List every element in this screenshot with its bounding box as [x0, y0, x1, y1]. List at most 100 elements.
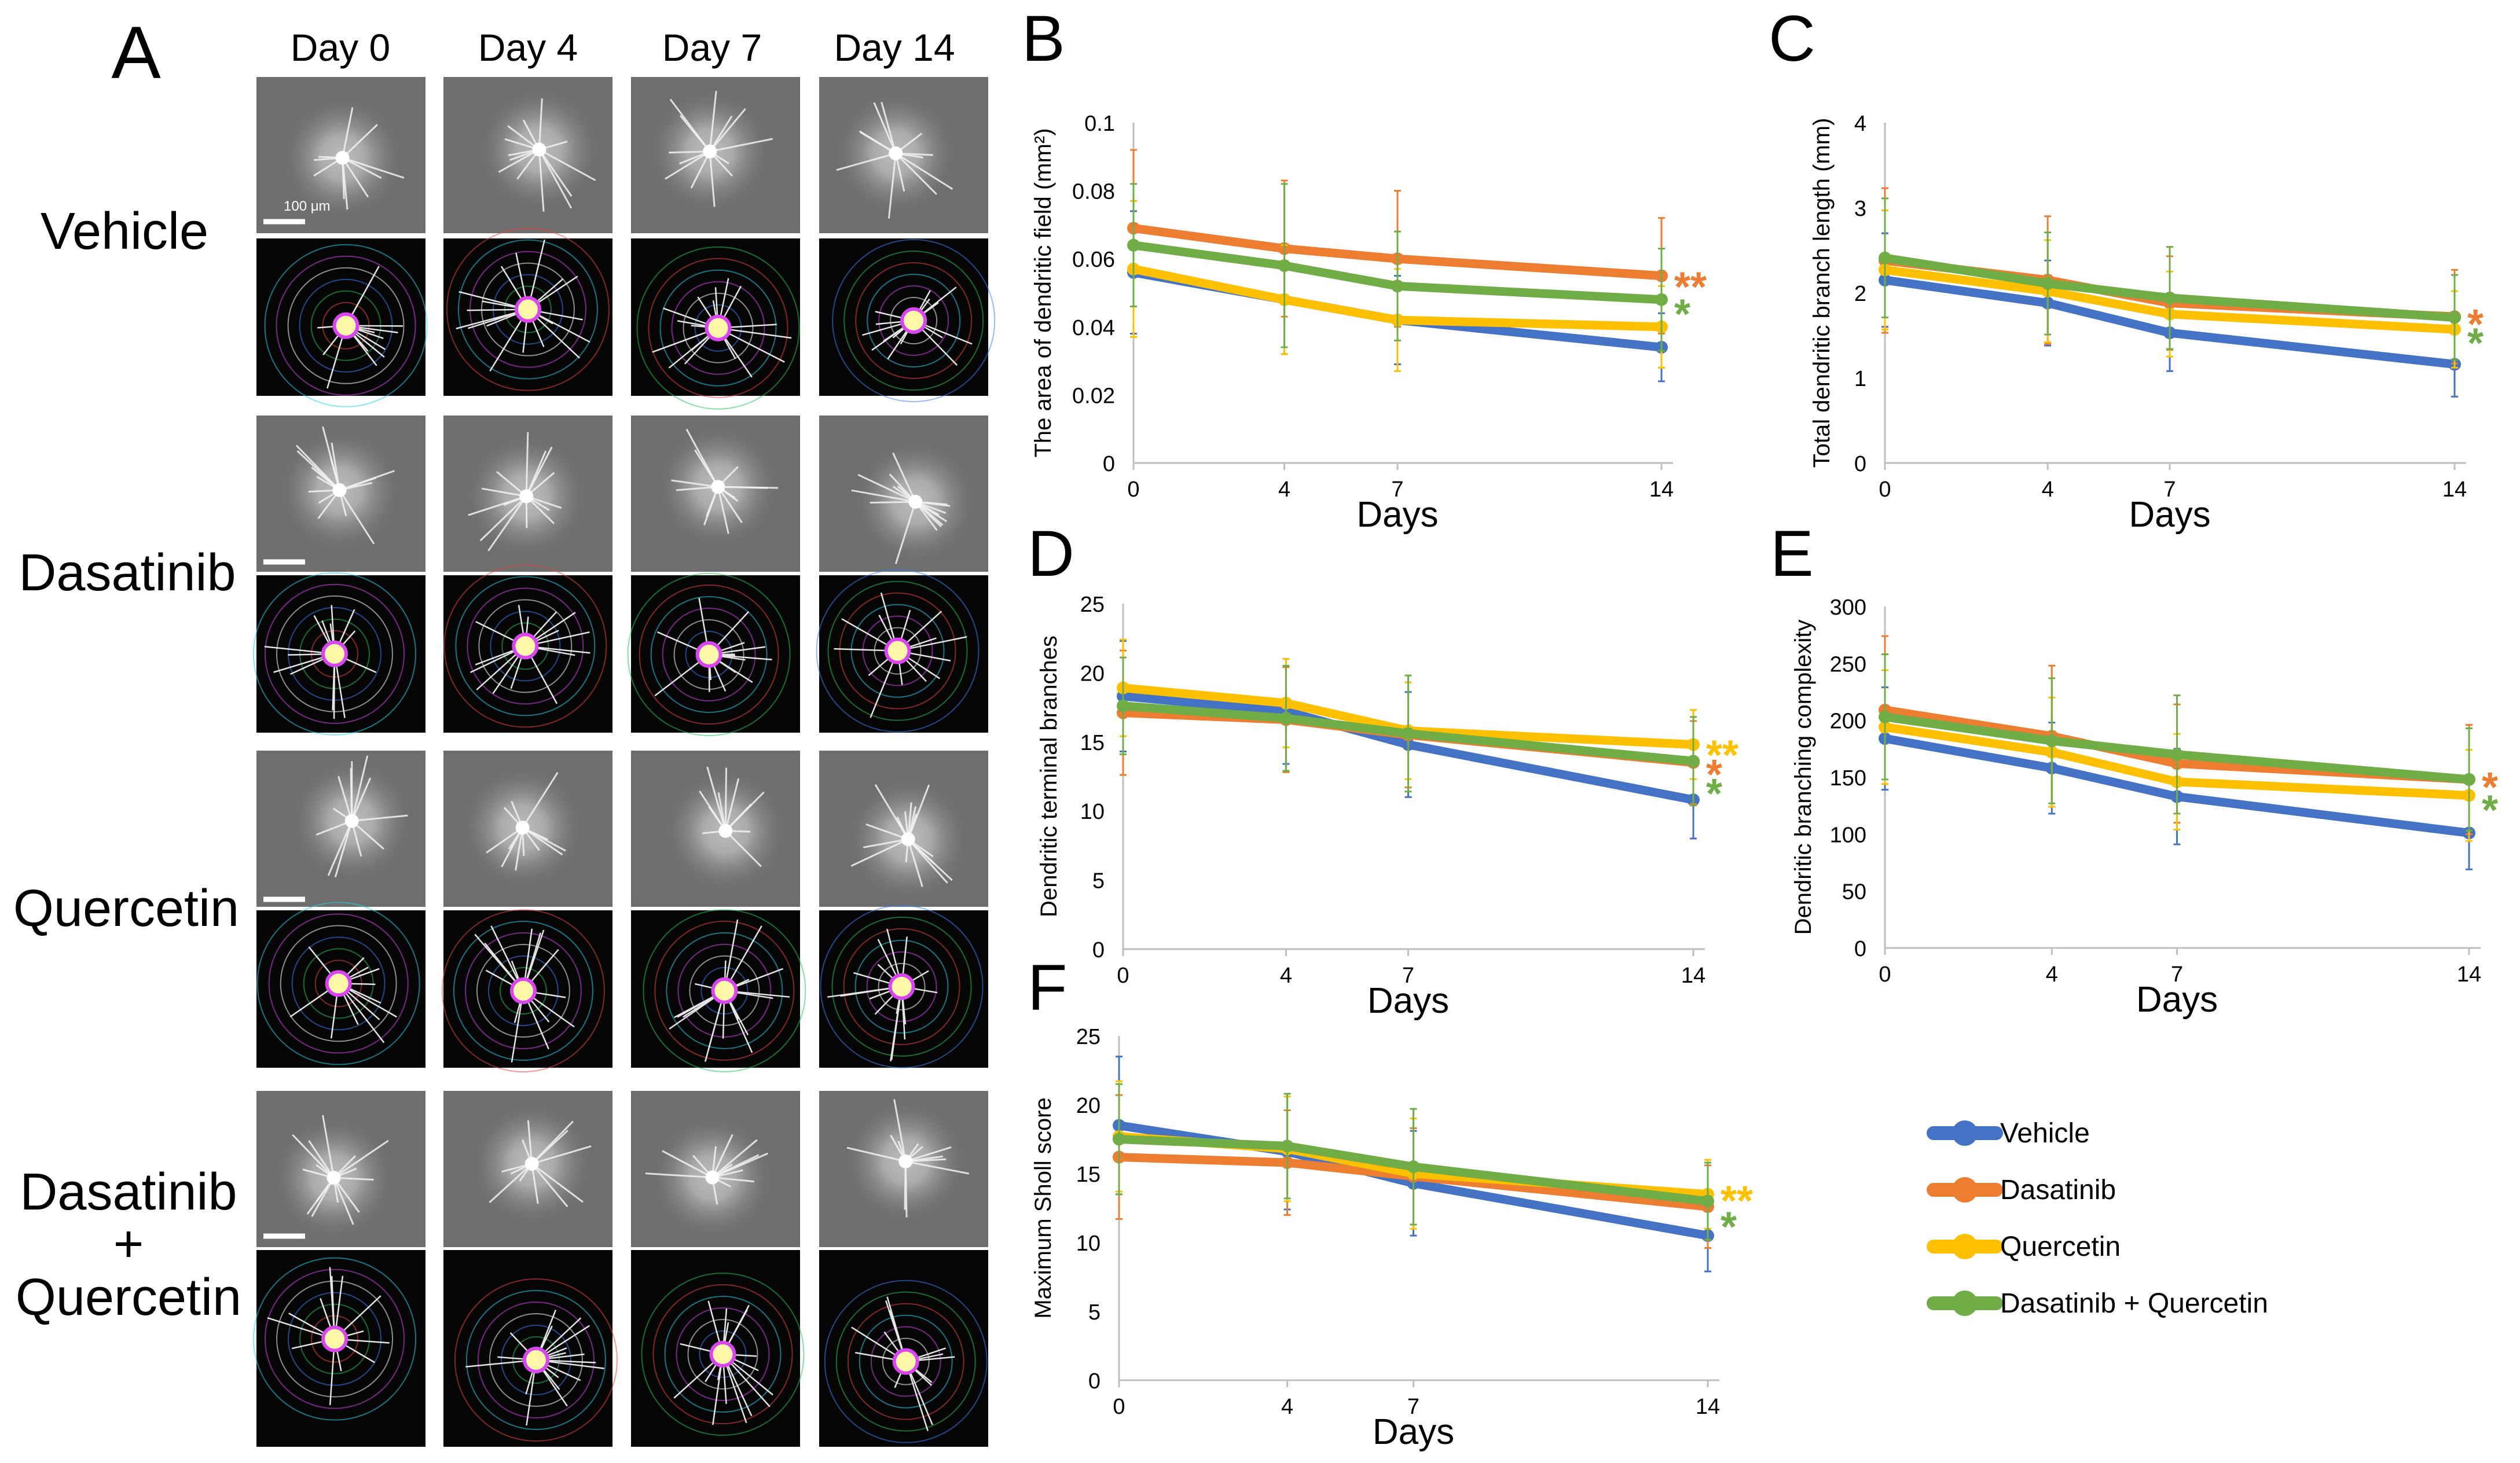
legend-marker-quercetin	[1952, 1234, 1978, 1259]
chart-f-ytick-4: 20	[1076, 1094, 1101, 1118]
chart-e-series-vehicle-line	[1880, 734, 2474, 837]
fluorescence-image-r6-c3	[819, 1091, 988, 1247]
chart-e-ytick-5: 250	[1830, 652, 1866, 677]
chart-d: D 0 5 10 15 20 25 0 4 7 14 Days Dendritic terminal b…	[1028, 517, 1738, 1021]
chart-e-ytick-0: 0	[1854, 937, 1866, 961]
chart-c-series-dasatinib-quercetin-point-0	[1879, 251, 1891, 264]
sholl-image-r5-c1	[441, 909, 612, 1073]
sholl-image-r7-c3	[819, 1250, 988, 1447]
chart-f-ytick-2: 10	[1076, 1232, 1101, 1256]
fluorescence-image-r0-c1	[443, 77, 612, 233]
chart-e-ylabel: Dendritic branching complexity	[1791, 620, 1816, 935]
chart-b-series-quercetin-line	[1129, 264, 1666, 332]
chart-f-ytick-5: 25	[1076, 1025, 1101, 1049]
chart-f-series-dasatinib-quercetin-point-1	[1281, 1139, 1294, 1153]
chart-b-series-dasatinib-quercetin-point-0	[1127, 238, 1140, 252]
chart-c-xlabel: Days	[2129, 495, 2210, 535]
chart-e-xtick-3: 14	[2457, 962, 2481, 987]
chart-b-significance-1: *	[1674, 292, 1690, 338]
chart-c-series-dasatinib-quercetin-point-3	[2448, 311, 2461, 324]
chart-e-series-dasatinib-quercetin-line	[1880, 712, 2474, 784]
chart-d-ytick-1: 5	[1092, 869, 1105, 894]
chart-c-series-dasatinib-quercetin	[1879, 197, 2461, 361]
chart-c: C 0 1 2 3 4 0 4 7 14 Days Total dendritic branch le…	[1769, 2, 2484, 535]
chart-b-xtick-0: 0	[1127, 477, 1139, 502]
sholl-image-r7-c2	[631, 1250, 805, 1447]
chart-f-letter: F	[1028, 951, 1067, 1024]
chart-e-ytick-2: 100	[1830, 823, 1866, 847]
chart-d-xlabel: Days	[1367, 981, 1449, 1021]
chart-e-letter: E	[1770, 517, 1814, 590]
chart-c-xtick-0: 0	[1879, 477, 1891, 502]
legend-label-vehicle: Vehicle	[2000, 1118, 2090, 1149]
chart-e-ytick-4: 200	[1830, 710, 1866, 734]
fluorescence-image-r2-c0	[256, 416, 425, 572]
chart-c-letter: C	[1769, 2, 1815, 75]
day-header-1: Day 4	[478, 26, 578, 69]
chart-e-ytick-3: 150	[1830, 766, 1866, 791]
chart-d-significance-0: **	[1706, 732, 1738, 778]
chart-f-ytick-0: 0	[1088, 1369, 1101, 1394]
chart-b-ytick-1: 0.02	[1072, 384, 1115, 408]
chart-e-series-dasatinib-quercetin-point-2	[2170, 748, 2184, 761]
chart-c-ytick-3: 3	[1854, 197, 1866, 221]
chart-e-significance-1: *	[2482, 787, 2498, 833]
chart-b-series-dasatinib-quercetin-line	[1129, 241, 1666, 304]
chart-b: B 0 0.02 0.04 0.06 0.08 0.1 0 4 7 14 Days The area o…	[1022, 2, 1707, 535]
chart-e-xtick-2: 7	[2171, 962, 2183, 987]
chart-e-series-dasatinib-quercetin-point-3	[2463, 773, 2475, 786]
chart-f-series-dasatinib-quercetin-point-3	[1701, 1194, 1714, 1208]
chart-d-series-dasatinib-quercetin-point-1	[1279, 712, 1293, 725]
chart-e-series-dasatinib-quercetin-point-0	[1879, 710, 1891, 723]
chart-d-xtick-2: 7	[1402, 964, 1414, 988]
chart-b-ytick-2: 0.04	[1072, 316, 1115, 340]
chart-f-ytick-3: 15	[1076, 1163, 1101, 1187]
chart-b-letter: B	[1022, 2, 1065, 75]
sholl-image-r3-c1	[443, 564, 612, 733]
fluorescence-image-r4-c0	[256, 751, 425, 907]
chart-b-ytick-0: 0	[1103, 452, 1115, 476]
chart-e-xlabel: Days	[2136, 980, 2218, 1020]
chart-c-significance-1: *	[2467, 321, 2484, 367]
chart-b-xtick-2: 7	[1391, 477, 1403, 502]
chart-d-ytick-0: 0	[1092, 938, 1105, 962]
legend-marker-vehicle	[1952, 1120, 1978, 1146]
chart-c-significance-0: *	[2467, 302, 2484, 348]
chart-f-ytick-1: 5	[1088, 1300, 1101, 1325]
chart-d-letter: D	[1028, 517, 1074, 590]
panel-a: A Day 0 Day 4 Day 7 Day 14 Vehicle Dasat…	[13, 12, 996, 1447]
sholl-image-r7-c0	[253, 1250, 425, 1447]
row-label-dq-line3: Quercetin	[16, 1269, 241, 1326]
chart-d-xtick-0: 0	[1117, 964, 1129, 988]
legend-item-dasatinib-quercetin: Dasatinib + Quercetin	[1927, 1288, 2268, 1319]
fluorescence-image-r0-c2	[631, 77, 800, 233]
day-header-3: Day 14	[834, 26, 955, 69]
sholl-image-r5-c3	[819, 905, 988, 1068]
sholl-image-r3-c2	[627, 573, 800, 737]
chart-e-xtick-1: 4	[2046, 962, 2058, 987]
chart-e-ytick-1: 50	[1842, 880, 1866, 905]
chart-c-ytick-2: 2	[1854, 282, 1866, 306]
chart-b-series-dasatinib-quercetin-point-1	[1278, 259, 1291, 272]
chart-b-xtick-1: 4	[1278, 477, 1290, 502]
chart-d-series-dasatinib-quercetin	[1117, 656, 1700, 807]
chart-c-ytick-1: 1	[1854, 367, 1866, 391]
legend-label-dasatinib-quercetin: Dasatinib + Quercetin	[2000, 1288, 2268, 1319]
chart-d-series-dasatinib-quercetin-point-2	[1402, 727, 1415, 740]
chart-c-xtick-2: 7	[2163, 477, 2176, 502]
chart-b-xtick-3: 14	[1649, 477, 1674, 502]
chart-c-ytick-0: 0	[1854, 452, 1866, 476]
legend-item-quercetin: Quercetin	[1927, 1232, 2121, 1262]
legend-item-dasatinib: Dasatinib	[1927, 1175, 2116, 1205]
chart-c-ylabel: Total dendritic branch length (mm)	[1809, 118, 1835, 468]
chart-d-ytick-2: 10	[1080, 800, 1105, 824]
chart-d-series-dasatinib-quercetin-point-3	[1687, 755, 1700, 768]
chart-c-ytick-4: 4	[1854, 112, 1866, 136]
fluorescence-image-r2-c2	[631, 416, 800, 572]
chart-c-xtick-1: 4	[2042, 477, 2054, 502]
legend-marker-dasatinib	[1952, 1177, 1978, 1203]
chart-b-ytick-4: 0.08	[1072, 180, 1115, 204]
chart-c-series-vehicle-line	[1880, 275, 2459, 369]
sholl-image-r1-c1	[443, 227, 612, 396]
